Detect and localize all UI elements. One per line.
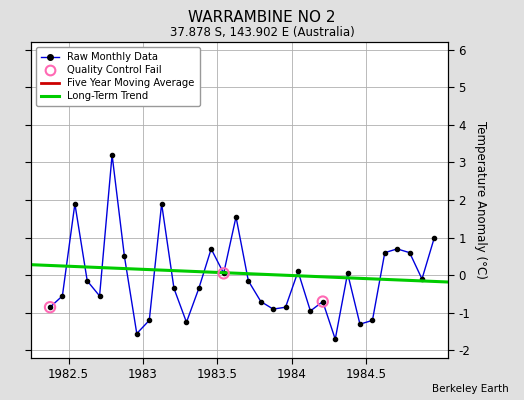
Text: Berkeley Earth: Berkeley Earth (432, 384, 508, 394)
Raw Monthly Data (158, 201, 165, 206)
Quality Control Fail (319, 298, 327, 305)
Raw Monthly Data (195, 286, 202, 291)
Raw Monthly Data (295, 269, 301, 274)
Raw Monthly Data (419, 277, 425, 282)
Raw Monthly Data (59, 294, 66, 298)
Raw Monthly Data (109, 152, 115, 157)
Raw Monthly Data (307, 308, 313, 313)
Raw Monthly Data (258, 299, 264, 304)
Raw Monthly Data (72, 201, 78, 206)
Raw Monthly Data (282, 305, 289, 310)
Quality Control Fail (46, 304, 54, 310)
Text: WARRAMBINE NO 2: WARRAMBINE NO 2 (188, 10, 336, 25)
Raw Monthly Data (407, 250, 413, 255)
Quality Control Fail (220, 270, 228, 276)
Raw Monthly Data (47, 305, 53, 310)
Raw Monthly Data (121, 254, 127, 259)
Line: Raw Monthly Data: Raw Monthly Data (48, 153, 436, 341)
Y-axis label: Temperature Anomaly (°C): Temperature Anomaly (°C) (474, 121, 487, 279)
Raw Monthly Data (270, 307, 276, 312)
Raw Monthly Data (84, 278, 90, 283)
Legend: Raw Monthly Data, Quality Control Fail, Five Year Moving Average, Long-Term Tren: Raw Monthly Data, Quality Control Fail, … (37, 47, 200, 106)
Raw Monthly Data (221, 271, 227, 276)
Raw Monthly Data (431, 235, 438, 240)
Raw Monthly Data (96, 294, 103, 298)
Raw Monthly Data (381, 250, 388, 255)
Raw Monthly Data (394, 246, 400, 251)
Raw Monthly Data (233, 214, 239, 219)
Raw Monthly Data (146, 318, 152, 323)
Raw Monthly Data (332, 337, 339, 342)
Raw Monthly Data (245, 278, 252, 283)
Raw Monthly Data (208, 246, 214, 251)
Text: 37.878 S, 143.902 E (Australia): 37.878 S, 143.902 E (Australia) (170, 26, 354, 39)
Raw Monthly Data (344, 271, 351, 276)
Raw Monthly Data (183, 320, 190, 325)
Raw Monthly Data (320, 299, 326, 304)
Raw Monthly Data (357, 322, 363, 326)
Raw Monthly Data (369, 318, 376, 323)
Raw Monthly Data (134, 331, 140, 336)
Raw Monthly Data (171, 286, 177, 291)
